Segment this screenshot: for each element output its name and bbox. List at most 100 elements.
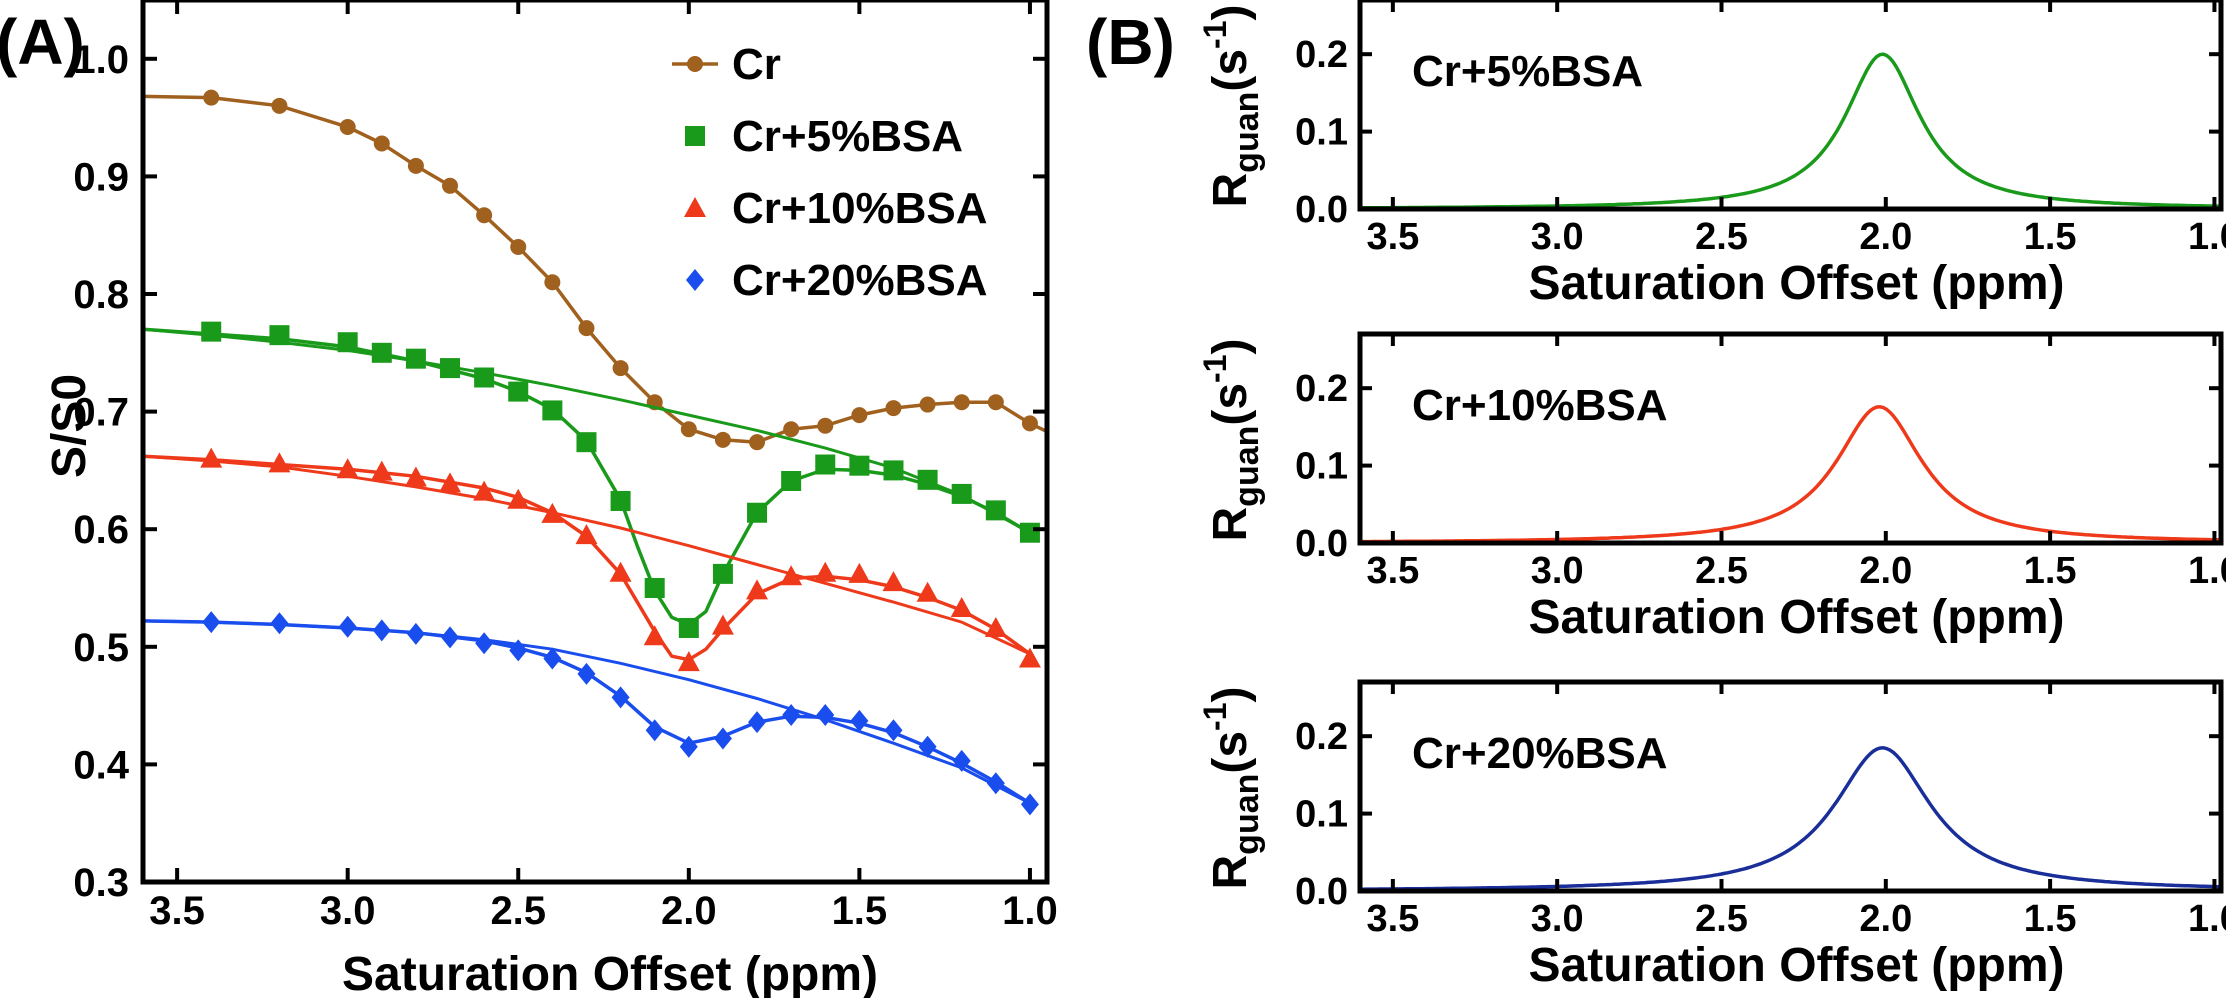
data-point xyxy=(575,524,598,545)
x-tick-label: 1.0 xyxy=(2188,550,2226,592)
data-point xyxy=(747,502,768,523)
data-point xyxy=(678,617,699,638)
data-point xyxy=(543,647,562,670)
data-point xyxy=(677,651,700,672)
y-tick-label: 0.3 xyxy=(73,861,129,905)
data-point xyxy=(509,639,528,662)
data-point xyxy=(611,686,630,709)
peak-curve xyxy=(1360,746,2221,891)
data-point xyxy=(679,735,698,758)
legend-marker xyxy=(686,269,704,291)
data-point xyxy=(441,626,460,649)
data-point xyxy=(951,483,972,504)
data-point xyxy=(407,157,424,174)
x-tick-label: 2.5 xyxy=(490,889,546,933)
data-point xyxy=(339,119,356,136)
data-point xyxy=(405,348,426,369)
y-label-subscript: guan xyxy=(1228,426,1266,507)
panel-b-charts: 3.5 3.0 2.5 2.0 1.5 1.0 0.0 0.1 0.2 Cr+5%BSA Satur… xyxy=(1197,0,2226,992)
subplot-annotation: Cr+5%BSA xyxy=(1412,47,1643,96)
data-point xyxy=(952,749,971,772)
data-point xyxy=(371,342,392,363)
y-label-superscript: -1 xyxy=(1197,702,1233,730)
x-tick-label: 2.5 xyxy=(1695,550,1748,592)
x-tick-label: 2.0 xyxy=(1859,216,1912,258)
data-point xyxy=(884,719,903,742)
data-point xyxy=(883,460,904,481)
data-point xyxy=(950,596,973,617)
data-point xyxy=(270,612,289,635)
data-point xyxy=(373,135,390,152)
x-tick-label: 1.5 xyxy=(2024,898,2077,940)
data-point xyxy=(202,611,221,634)
legend-label: Cr+10%BSA xyxy=(732,184,988,233)
x-tick-label: 1.5 xyxy=(2024,216,2077,258)
y-tick-label: 0.8 xyxy=(73,273,129,317)
subplot-frame xyxy=(1357,331,2224,546)
y-label-subscript: guan xyxy=(1228,774,1266,855)
y-label-close: ) xyxy=(1204,686,1257,702)
data-point xyxy=(918,735,937,758)
panel-b-label: (B) xyxy=(1086,6,1175,78)
x-tick-label: 3.5 xyxy=(149,889,205,933)
panel-a-chart: 3.5 3.0 2.5 2.0 1.5 1.0 0.3 0.4 0.5 0.6 0.7 0.8 0.9 1… xyxy=(43,0,1058,998)
data-point xyxy=(338,615,357,638)
x-tick-label: 2.0 xyxy=(1859,550,1912,592)
data-point xyxy=(953,394,970,411)
data-point xyxy=(370,460,393,481)
y-tick-label: 0.9 xyxy=(73,155,129,199)
y-axis-label: Rguan(s-1) xyxy=(1197,686,1266,889)
panel-a-frame xyxy=(140,0,1050,885)
panel-b-subplot-3: 3.5 3.0 2.5 2.0 1.5 1.0 0.0 0.1 0.2 Cr+20%BSA Satu… xyxy=(1197,679,2226,992)
x-tick-label: 2.5 xyxy=(1695,898,1748,940)
peak-curve xyxy=(1360,405,2221,543)
y-label-main: R xyxy=(1204,855,1257,890)
data-point xyxy=(780,565,803,586)
data-point xyxy=(1018,647,1041,668)
x-axis-label: Saturation Offset (ppm) xyxy=(1529,939,2065,992)
legend-label: Cr+5%BSA xyxy=(732,112,963,161)
legend-label: Cr xyxy=(732,40,781,89)
data-point xyxy=(541,502,564,523)
data-point xyxy=(850,709,869,732)
y-tick-label: 0.5 xyxy=(73,626,129,670)
data-point xyxy=(336,458,359,479)
data-point xyxy=(200,447,223,468)
data-point xyxy=(577,662,596,685)
panel-a-label: (A) xyxy=(0,6,85,78)
y-label-unit: (s xyxy=(1204,383,1257,426)
data-point xyxy=(713,727,732,750)
data-point xyxy=(372,619,391,642)
legend-marker xyxy=(684,197,706,217)
series-baseline-2 xyxy=(143,454,1031,656)
x-tick-label: 1.0 xyxy=(2188,216,2226,258)
legend-marker xyxy=(685,126,705,146)
data-point xyxy=(919,396,936,413)
y-label-main: R xyxy=(1204,173,1257,208)
data-point xyxy=(578,320,595,337)
data-point xyxy=(544,274,561,291)
y-tick-label: 0.0 xyxy=(1295,871,1348,913)
x-axis-label: Saturation Offset (ppm) xyxy=(342,948,878,998)
data-point xyxy=(851,407,868,424)
data-point xyxy=(201,321,222,342)
legend-label: Cr+20%BSA xyxy=(732,256,988,305)
y-axis-label: S/S0 xyxy=(43,374,96,478)
data-point xyxy=(1020,793,1039,816)
y-tick-label: 0.6 xyxy=(73,508,129,552)
data-point xyxy=(782,704,801,727)
data-point xyxy=(680,421,697,438)
data-point xyxy=(475,632,494,655)
data-point xyxy=(783,421,800,438)
y-axis-label: Rguan(s-1) xyxy=(1197,338,1266,541)
legend: Cr Cr+5%BSA Cr+10%BSA Cr+20%BSA xyxy=(672,40,988,305)
data-point xyxy=(473,480,496,501)
data-point xyxy=(712,563,733,584)
subplot-annotation: Cr+10%BSA xyxy=(1412,381,1668,430)
x-tick-label: 1.0 xyxy=(2188,898,2226,940)
data-point xyxy=(507,488,530,509)
subplot-frame xyxy=(1357,679,2224,894)
data-point xyxy=(814,561,837,582)
x-tick-label: 1.0 xyxy=(1002,889,1058,933)
data-point xyxy=(848,562,871,583)
